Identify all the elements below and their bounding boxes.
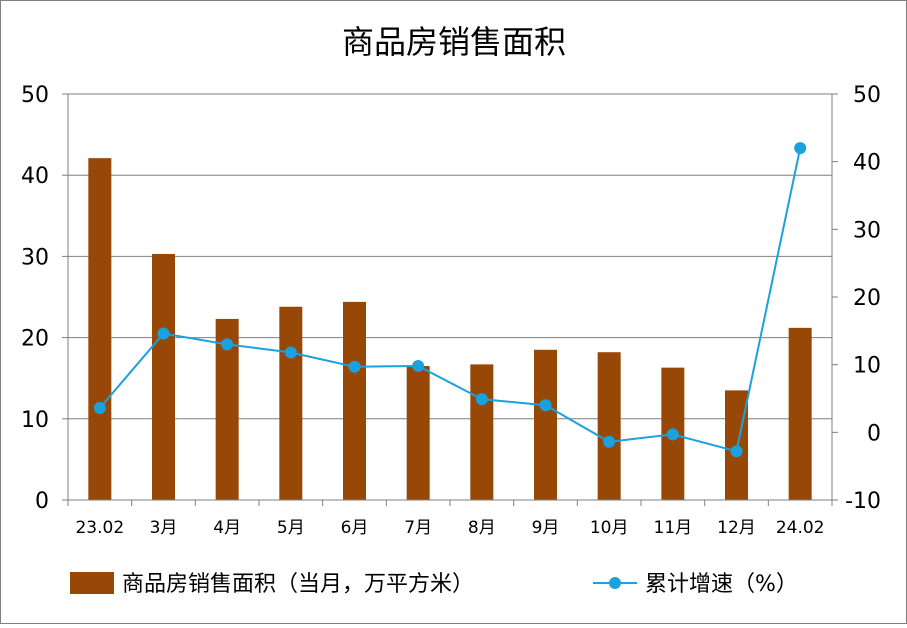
y-left-tick-label: 10 [21, 408, 49, 433]
bar [215, 318, 239, 500]
x-tick-label: 7月 [404, 518, 432, 538]
growth-point [730, 445, 743, 458]
growth-point [93, 401, 106, 414]
growth-point [666, 428, 679, 441]
legend-bar-swatch [70, 572, 114, 594]
y-left-tick-label: 20 [21, 327, 49, 352]
x-tick-label: 6月 [341, 518, 369, 538]
chart-title: 商品房销售面积 [342, 23, 566, 61]
y-right-tick-label: 20 [853, 286, 881, 311]
x-tick-label: 10月 [590, 518, 629, 538]
growth-point [221, 338, 234, 351]
y-left-tick-label: 40 [21, 164, 49, 189]
legend: 商品房销售面积（当月，万平方米） 累计增速（%） [70, 572, 798, 597]
bar [470, 364, 494, 500]
x-tick-label: 24.02 [776, 518, 825, 538]
bar [279, 306, 303, 500]
bar-series [88, 158, 812, 500]
bar [152, 253, 175, 500]
x-tick-labels: 23.02 3月 4月 5月 6月 7月 8月 9月 10月 11月 12月 24.02 [75, 518, 824, 538]
y-left-tick-labels: 0 10 20 30 40 50 [21, 83, 49, 514]
y-right-tick-label: 10 [853, 354, 881, 379]
axes [62, 93, 838, 506]
x-tick-label: 23.02 [75, 518, 124, 538]
bar [343, 301, 366, 500]
x-tick-label: 11月 [654, 518, 693, 538]
y-left-tick-label: 50 [21, 83, 49, 108]
y-right-tick-label: 30 [853, 218, 881, 243]
y-right-tick-label: 50 [853, 83, 881, 108]
growth-point [475, 393, 488, 406]
y-right-tick-labels: -10 0 10 20 30 40 50 [845, 83, 881, 514]
y-right-tick-label: 40 [853, 151, 881, 176]
line-series [93, 142, 807, 458]
y-right-tick-label: 0 [867, 421, 881, 446]
x-tick-label: 8月 [468, 518, 496, 538]
bar [788, 327, 812, 500]
x-tick-label: 9月 [532, 518, 560, 538]
legend-bar-label: 商品房销售面积（当月，万平方米） [122, 572, 474, 597]
x-tick-label: 4月 [213, 518, 241, 538]
growth-point [157, 327, 170, 340]
x-tick-label: 5月 [277, 518, 305, 538]
gridlines [68, 93, 832, 420]
growth-point [794, 142, 807, 155]
x-tick-label: 12月 [717, 518, 756, 538]
growth-point [348, 360, 361, 373]
x-tick-label: 3月 [150, 518, 178, 538]
bar [88, 158, 112, 500]
growth-point [284, 346, 297, 359]
y-right-tick-label: -10 [845, 489, 881, 514]
growth-point [412, 360, 425, 373]
bar [597, 352, 621, 500]
bar [406, 366, 430, 500]
bar [534, 349, 557, 500]
y-left-tick-label: 30 [21, 245, 49, 270]
bar [725, 390, 748, 500]
legend-line-label: 累计增速（%） [645, 572, 798, 597]
y-left-tick-label: 0 [35, 489, 49, 514]
legend-line-marker [609, 577, 621, 589]
growth-point [603, 435, 616, 448]
growth-line [99, 147, 802, 453]
growth-point [539, 399, 552, 412]
